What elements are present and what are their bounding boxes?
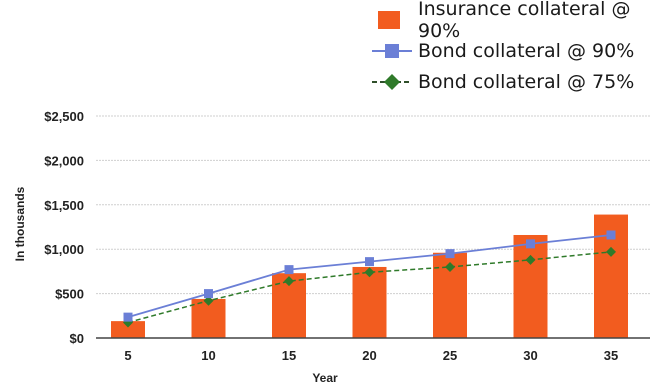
bar (513, 234, 548, 338)
bar (352, 266, 387, 338)
x-tick-label: 30 (523, 348, 537, 363)
bar-swatch-icon (372, 9, 412, 31)
y-tick-label: $2,000 (44, 153, 84, 168)
series-marker (284, 276, 294, 287)
legend-item-insurance-90: Insurance collateral @ 90% (372, 0, 651, 42)
x-tick-label: 10 (201, 348, 215, 363)
y-tick-label: $1,500 (44, 198, 84, 213)
line-square-swatch-icon (372, 40, 412, 62)
x-tick-label: 15 (282, 348, 296, 363)
series-marker (445, 261, 455, 272)
line-diamond-swatch-icon (372, 71, 412, 93)
series-marker (525, 254, 536, 265)
series-marker (606, 246, 616, 257)
legend-label: Insurance collateral @ 90% (418, 0, 631, 42)
series-marker (123, 312, 133, 322)
x-axis-title: Year (312, 371, 338, 385)
y-axis-title: In thousands (13, 186, 27, 261)
legend-item-bond-90: Bond collateral @ 90% (372, 35, 651, 66)
x-tick-label: 35 (604, 348, 618, 363)
y-tick-label: $2,500 (44, 109, 84, 124)
series-marker (606, 230, 616, 240)
x-tick-label: 25 (443, 348, 457, 363)
y-tick-label: $0 (70, 331, 84, 346)
series-marker (284, 265, 294, 275)
series-marker (203, 295, 214, 306)
y-tick-label: $500 (55, 287, 84, 302)
x-tick-label: 5 (124, 348, 131, 363)
legend-item-bond-75: Bond collateral @ 75% (372, 66, 651, 97)
series-marker (365, 257, 374, 267)
bar (111, 321, 145, 338)
x-tick-label: 20 (362, 348, 376, 363)
legend-label: Bond collateral @ 90% (418, 39, 635, 62)
series-marker (526, 239, 535, 249)
y-tick-label: $1,000 (44, 242, 84, 257)
series-marker (204, 289, 213, 299)
series-marker (364, 267, 375, 278)
legend-label: Bond collateral @ 75% (418, 70, 635, 93)
series-marker (445, 249, 455, 259)
legend: Insurance collateral @ 90% Bond collater… (372, 0, 651, 97)
